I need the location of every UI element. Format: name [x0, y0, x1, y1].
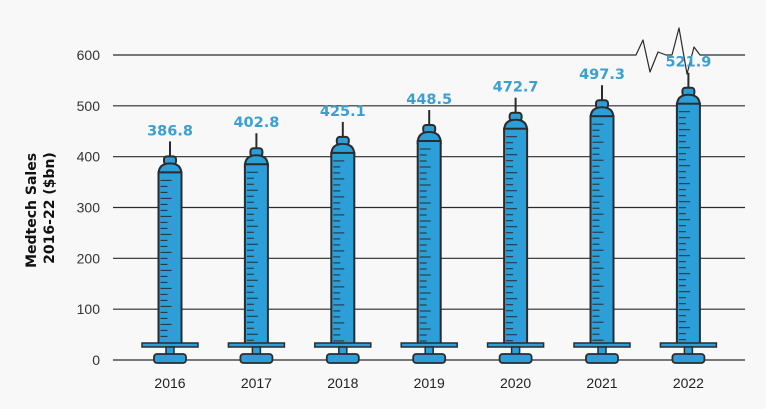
y-tick-label: 600 — [77, 47, 101, 63]
syringe-bar: 521.9 — [659, 55, 718, 364]
x-axis: 2016 2017 2018 2019 2020 2021 2022 — [154, 375, 704, 391]
syringe-bar: 497.3 — [573, 67, 631, 364]
syringe-bar: 472.7 — [486, 80, 545, 364]
y-axis: 0 100 200 300 400 500 600 — [77, 47, 101, 368]
y-tick-label: 500 — [77, 98, 101, 114]
x-tick-label: 2020 — [500, 375, 531, 391]
heartbeat-line-icon — [592, 27, 745, 75]
y-axis-label: Medtech Sales 2016-22 ($bn) — [24, 148, 58, 268]
syringe-bar: 448.5 — [400, 92, 458, 364]
x-tick-label: 2017 — [241, 375, 272, 391]
syringe-plunger-base — [153, 353, 187, 364]
syringe-barrel — [416, 140, 442, 345]
syringe-plunger-base — [498, 353, 533, 364]
y-tick-label: 200 — [77, 250, 101, 266]
syringe-bar: 425.1 — [314, 104, 372, 364]
y-tick-label: 0 — [92, 352, 100, 368]
x-tick-label: 2018 — [327, 375, 358, 391]
y-tick-label: 400 — [77, 149, 101, 165]
y-axis-label-line-2: 2016-22 ($bn) — [42, 152, 58, 264]
data-label: 448.5 — [406, 92, 452, 108]
heartbeat-line — [592, 27, 745, 75]
syringe-plunger-base — [671, 353, 706, 364]
data-label: 386.8 — [147, 123, 193, 139]
y-tick-label: 100 — [77, 301, 101, 317]
syringe-barrel — [243, 163, 269, 345]
data-label: 521.9 — [665, 55, 711, 71]
syringe-bar: 386.8 — [141, 123, 199, 364]
syringe-bar: 402.8 — [227, 115, 286, 364]
data-label: 402.8 — [233, 115, 279, 131]
syringe-barrel — [330, 151, 356, 345]
x-tick-label: 2016 — [154, 375, 185, 391]
syringe-plunger-base — [585, 353, 619, 364]
syringe-plunger-base — [412, 353, 447, 364]
x-tick-label: 2021 — [586, 375, 617, 391]
y-axis-label-line-1: Medtech Sales — [24, 153, 40, 268]
syringe-plunger-base — [239, 353, 274, 364]
data-label: 425.1 — [320, 104, 366, 120]
syringe-plunger-base — [325, 353, 360, 364]
syringe-barrel — [675, 102, 701, 345]
data-label: 497.3 — [579, 67, 625, 83]
x-tick-label: 2019 — [414, 375, 445, 391]
x-tick-label: 2022 — [673, 375, 704, 391]
syringe-bars: 386.8 402.8 425.1 448.5 472.7 497.3 521.9 — [141, 55, 718, 364]
y-tick-label: 300 — [77, 200, 101, 216]
data-label: 472.7 — [493, 80, 539, 96]
